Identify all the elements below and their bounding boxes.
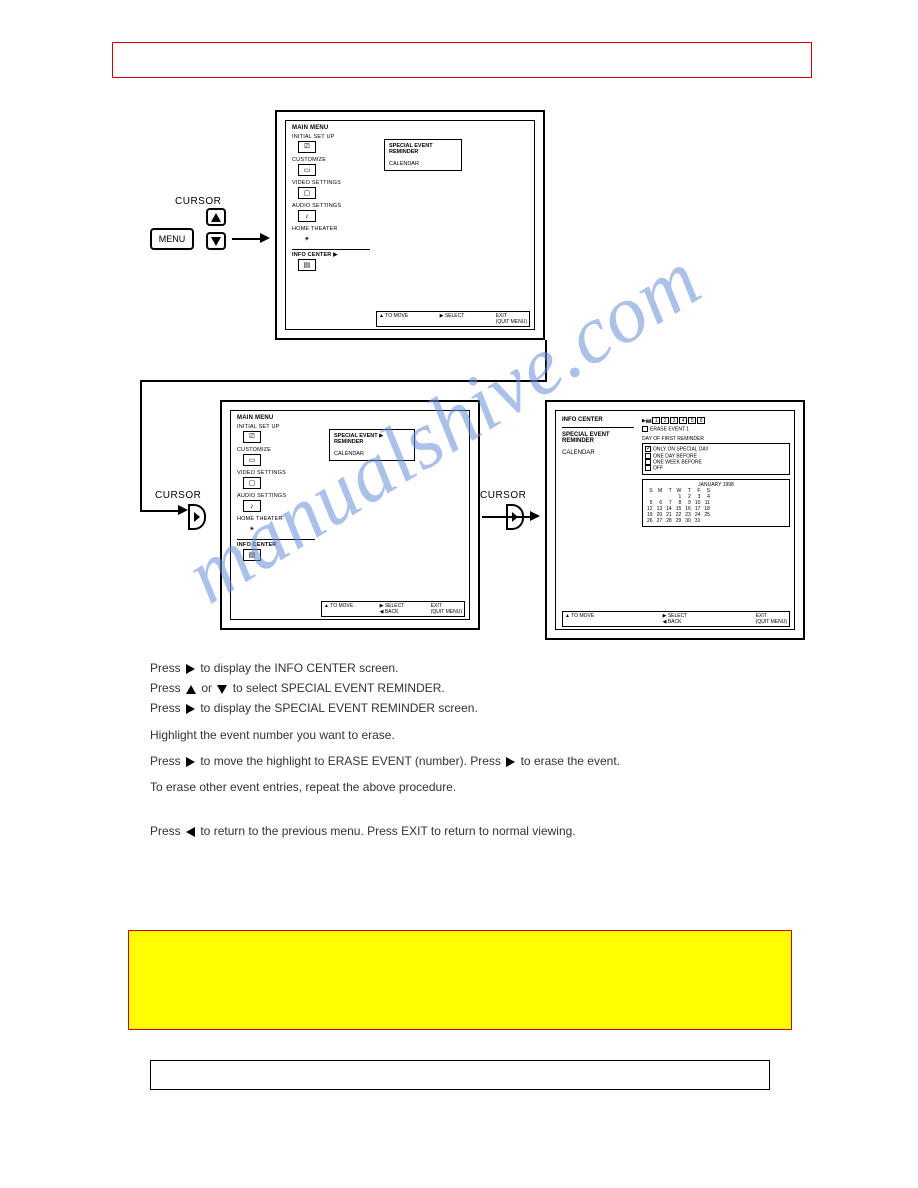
header-red-box: [112, 42, 812, 78]
conn-1v: [545, 340, 547, 380]
instruction-text: Press to display the INFO CENTER screen.…: [150, 660, 770, 843]
menu-button: MENU: [150, 228, 194, 250]
screen3-left: INFO CENTER SPECIAL EVENT REMINDER CALEN…: [562, 417, 634, 456]
arrow-1-head: [260, 233, 270, 243]
bottom-outline-box: [150, 1060, 770, 1090]
flow-diagram: CURSOR MENU MAIN MENU INITIAL SET UP⎚ CU…: [180, 100, 800, 660]
conn-1v2: [140, 380, 142, 510]
arrow-3-head: [530, 511, 540, 521]
cursor-down-button: [206, 232, 226, 250]
screen2-menu: MAIN MENU INITIAL SET UP⎚ CUSTOMIZE▭ VID…: [237, 415, 315, 565]
cursor-right-button-1: [188, 504, 206, 530]
cursor-label-2: CURSOR: [155, 490, 201, 501]
screen2-panel: SPECIAL EVENT ▶ REMINDER CALENDAR: [329, 429, 415, 461]
conn-1h2: [140, 510, 180, 512]
screen3-footer: ▲ TO MOVE ▶ SELECT◀ BACK EXIT(QUIT MENU): [562, 611, 790, 627]
yellow-note-box: [128, 930, 792, 1030]
screen-1: MAIN MENU INITIAL SET UP⎚ CUSTOMIZE▭ VID…: [275, 110, 545, 340]
screen-3: INFO CENTER SPECIAL EVENT REMINDER CALEN…: [545, 400, 805, 640]
screen2-footer: ▲ TO MOVE ▶ SELECT◀ BACK EXIT(QUIT MENU): [321, 601, 465, 617]
cursor-label-3: CURSOR: [480, 490, 526, 501]
conn-1head: [178, 505, 188, 515]
screen1-menu: MAIN MENU INITIAL SET UP⎚ CUSTOMIZE▭ VID…: [292, 125, 370, 275]
screen3-right: ▶📷123456 ERASE EVENT 1 DAY OF FIRST REMI…: [642, 417, 790, 527]
event-boxes: ▶📷123456: [642, 417, 790, 424]
screen1-footer: ▲ TO MOVE ▶ SELECT EXIT(QUIT MENU): [376, 311, 530, 327]
calendar-table: SMTWTFS 1234 567891011 12131415161718 19…: [645, 488, 712, 524]
calendar: JANUARY 1998 SMTWTFS 1234 567891011 1213…: [642, 479, 790, 527]
conn-1h: [140, 380, 547, 382]
screen-2: MAIN MENU INITIAL SET UP⎚ CUSTOMIZE▭ VID…: [220, 400, 480, 630]
screen1-panel: SPECIAL EVENT REMINDER CALENDAR: [384, 139, 462, 171]
arrow-3-line: [482, 516, 532, 518]
cursor-up-button: [206, 208, 226, 226]
arrow-1-line: [232, 238, 262, 240]
cursor-label-1: CURSOR: [175, 196, 221, 207]
